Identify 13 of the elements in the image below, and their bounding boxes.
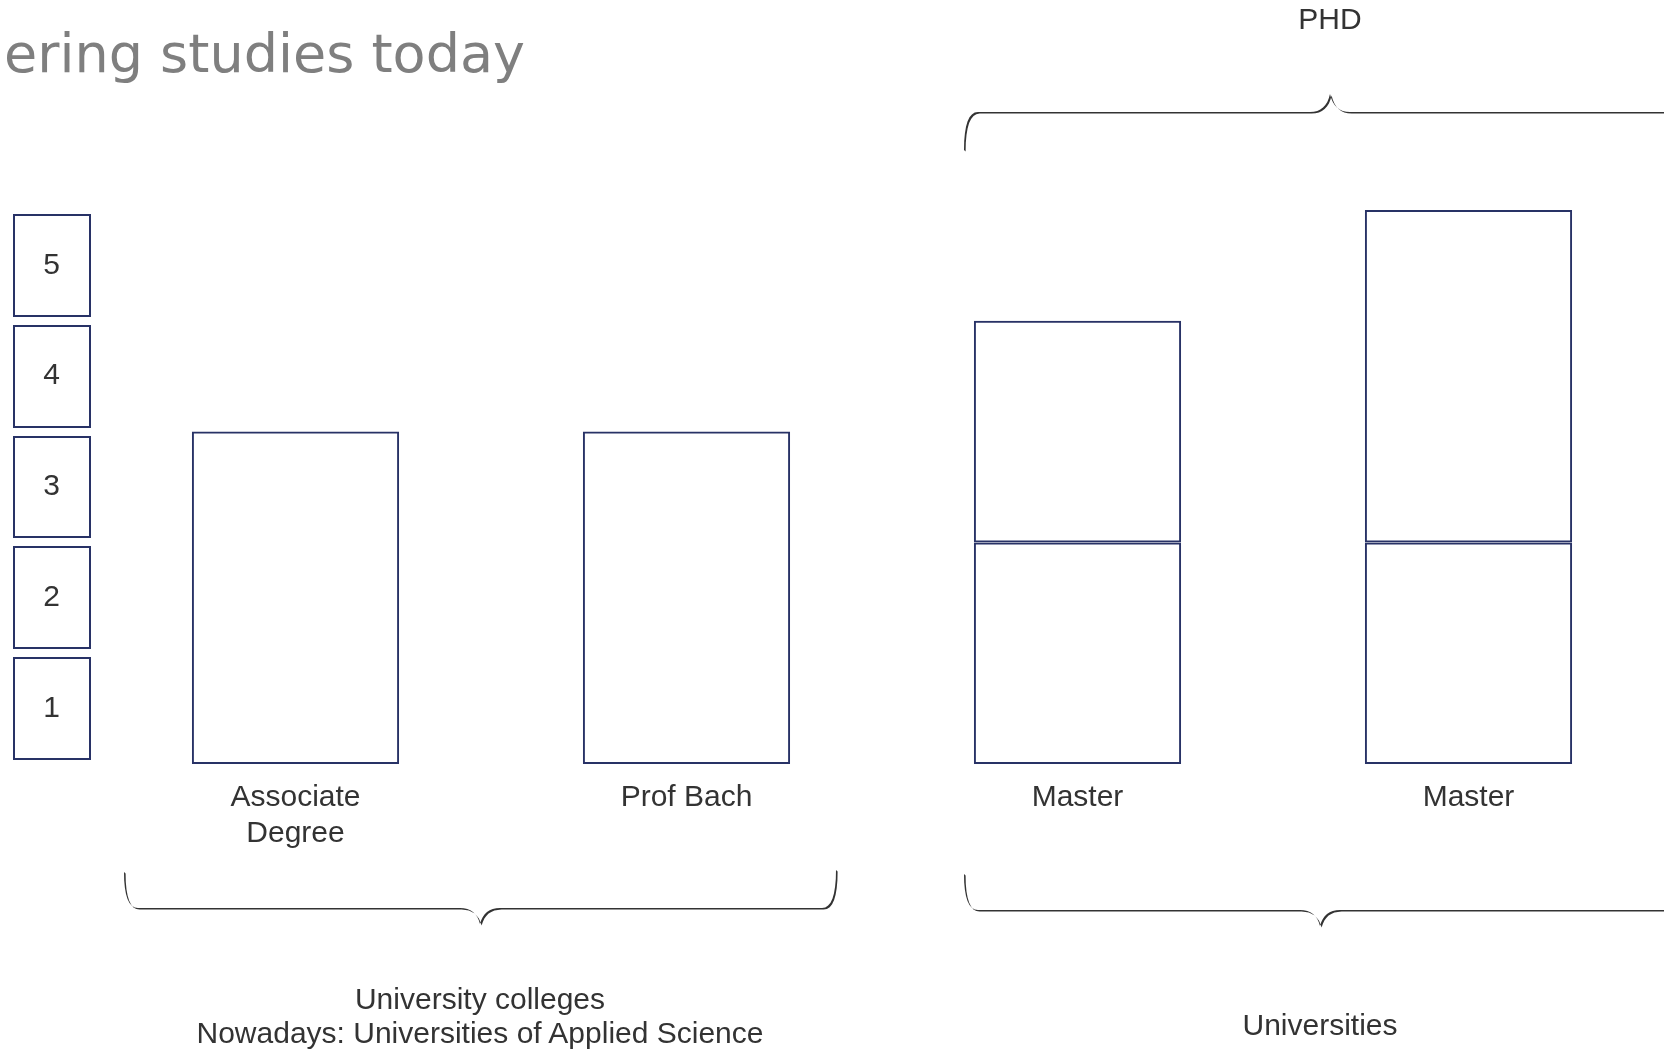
y-tick-label: 1 xyxy=(43,689,60,723)
chart-title: ering studies today xyxy=(4,22,525,85)
x-tick-label: Master xyxy=(1422,779,1515,813)
y-tick-label: 4 xyxy=(43,357,60,391)
text: PHD xyxy=(1298,2,1362,36)
text: Universities xyxy=(1242,1008,1398,1042)
text: University colleges Nowadays: Universities of Applied Science xyxy=(196,982,764,1050)
y-tick-label: 3 xyxy=(43,468,60,502)
x-tick-label: Prof Bach xyxy=(620,779,753,813)
y-tick-label: 5 xyxy=(43,246,60,280)
x-tick-label: Associate Degree xyxy=(230,779,361,849)
y-tick-label: 2 xyxy=(43,579,60,613)
x-tick-label: Master xyxy=(1031,779,1124,813)
